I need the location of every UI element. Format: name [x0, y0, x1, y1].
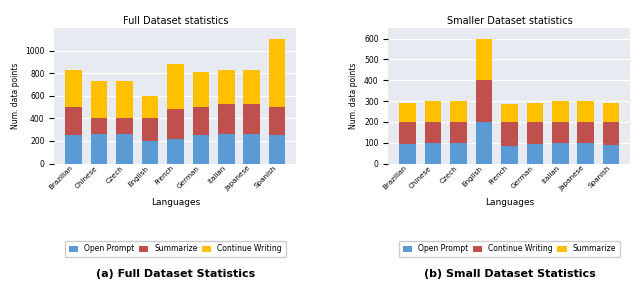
Bar: [527, 122, 543, 144]
Bar: [269, 135, 285, 164]
Bar: [425, 122, 442, 143]
Bar: [141, 141, 158, 164]
Bar: [501, 104, 518, 122]
Legend: Open Prompt, Summarize, Continue Writing: Open Prompt, Summarize, Continue Writing: [65, 241, 286, 257]
Bar: [476, 80, 492, 122]
Bar: [269, 107, 285, 135]
Text: (b) Small Dataset Statistics: (b) Small Dataset Statistics: [424, 269, 595, 279]
Bar: [141, 118, 158, 141]
Bar: [65, 107, 82, 135]
Bar: [65, 135, 82, 164]
Bar: [552, 143, 568, 164]
Bar: [501, 122, 518, 146]
Bar: [116, 81, 133, 118]
Bar: [451, 101, 467, 122]
Bar: [141, 96, 158, 118]
Bar: [399, 103, 416, 122]
Bar: [91, 118, 108, 134]
Bar: [193, 107, 209, 135]
Bar: [167, 64, 184, 109]
X-axis label: Languages: Languages: [484, 198, 534, 207]
Title: Full Dataset statistics: Full Dataset statistics: [123, 16, 228, 26]
Bar: [243, 70, 260, 104]
Bar: [603, 145, 620, 164]
Text: (a) Full Dataset Statistics: (a) Full Dataset Statistics: [96, 269, 255, 279]
Bar: [399, 122, 416, 144]
Bar: [91, 81, 108, 118]
Bar: [501, 146, 518, 164]
Title: Smaller Dataset statistics: Smaller Dataset statistics: [447, 16, 572, 26]
Bar: [243, 104, 260, 134]
Y-axis label: Num. data points: Num. data points: [11, 63, 20, 129]
Bar: [167, 109, 184, 138]
Bar: [269, 39, 285, 107]
Legend: Open Prompt, Continue Writing, Summarize: Open Prompt, Continue Writing, Summarize: [399, 241, 620, 257]
Bar: [451, 122, 467, 143]
Bar: [476, 39, 492, 80]
Bar: [603, 103, 620, 122]
Bar: [91, 134, 108, 164]
Bar: [116, 134, 133, 164]
Bar: [552, 122, 568, 143]
Bar: [193, 72, 209, 107]
Bar: [399, 144, 416, 164]
Bar: [451, 143, 467, 164]
Bar: [552, 101, 568, 122]
Bar: [527, 103, 543, 122]
Bar: [243, 134, 260, 164]
Bar: [65, 70, 82, 107]
Bar: [193, 135, 209, 164]
Bar: [218, 134, 234, 164]
Bar: [116, 118, 133, 134]
Bar: [425, 143, 442, 164]
Bar: [577, 143, 594, 164]
Bar: [218, 70, 234, 104]
Bar: [577, 122, 594, 143]
Bar: [577, 101, 594, 122]
Y-axis label: Num. data points: Num. data points: [349, 63, 358, 129]
Bar: [476, 122, 492, 164]
Bar: [425, 101, 442, 122]
X-axis label: Languages: Languages: [151, 198, 200, 207]
Bar: [167, 138, 184, 164]
Bar: [527, 144, 543, 164]
Bar: [218, 104, 234, 134]
Bar: [603, 122, 620, 145]
